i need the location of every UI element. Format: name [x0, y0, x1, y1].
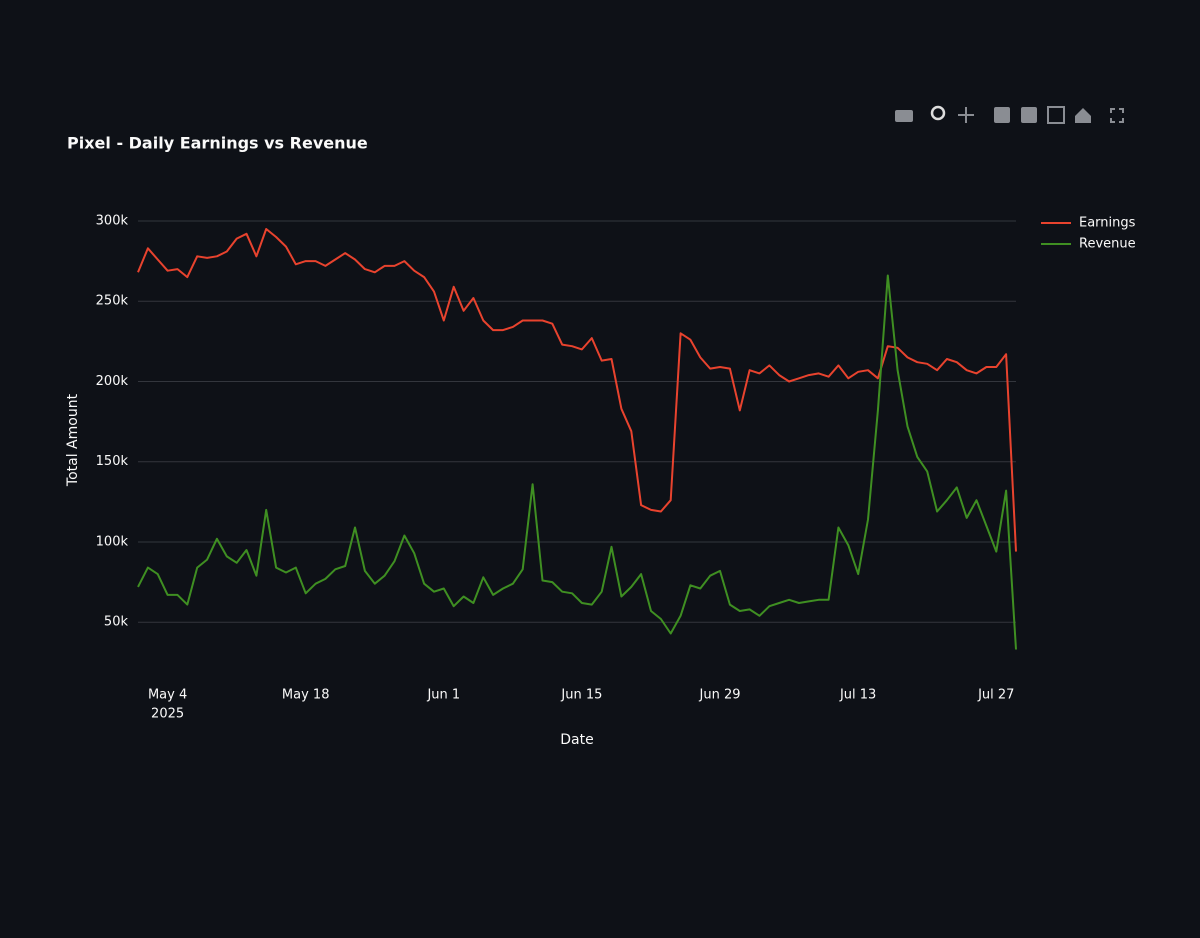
toolbar — [895, 105, 1124, 124]
x-axis-label: Date — [560, 732, 593, 748]
camera-icon[interactable] — [895, 110, 913, 122]
x-tick-sublabel: 2025 — [151, 707, 184, 722]
x-tick-label: Jun 1 — [426, 688, 460, 703]
autoscale-icon[interactable] — [1047, 106, 1065, 124]
zoom-out-icon[interactable] — [1021, 107, 1037, 123]
y-tick-label: 150k — [96, 454, 129, 469]
x-tick-label: Jun 15 — [560, 688, 602, 703]
x-tick-label: Jul 13 — [839, 688, 876, 703]
zoom-in-icon[interactable] — [994, 107, 1010, 123]
chart-title: Pixel - Daily Earnings vs Revenue — [67, 134, 368, 153]
pan-icon[interactable] — [958, 107, 974, 123]
fullscreen-icon[interactable] — [1110, 108, 1124, 123]
y-tick-label: 200k — [96, 374, 129, 389]
y-axis-label: Total Amount — [65, 393, 81, 487]
zoom-icon[interactable] — [930, 105, 946, 121]
x-tick-label: Jul 27 — [977, 688, 1014, 703]
x-tick-label: May 4 — [148, 688, 187, 703]
legend-label: Earnings — [1079, 216, 1136, 231]
y-tick-label: 300k — [96, 213, 129, 228]
line-series — [137, 274, 1017, 650]
line-series — [137, 228, 1017, 552]
x-tick-label: May 18 — [282, 688, 330, 703]
legend-label: Revenue — [1079, 237, 1136, 252]
y-tick-label: 100k — [96, 534, 129, 549]
x-tick-label: Jun 29 — [699, 688, 741, 703]
reset-icon[interactable] — [1075, 108, 1091, 123]
y-tick-label: 50k — [104, 615, 129, 630]
y-tick-label: 250k — [96, 294, 129, 309]
